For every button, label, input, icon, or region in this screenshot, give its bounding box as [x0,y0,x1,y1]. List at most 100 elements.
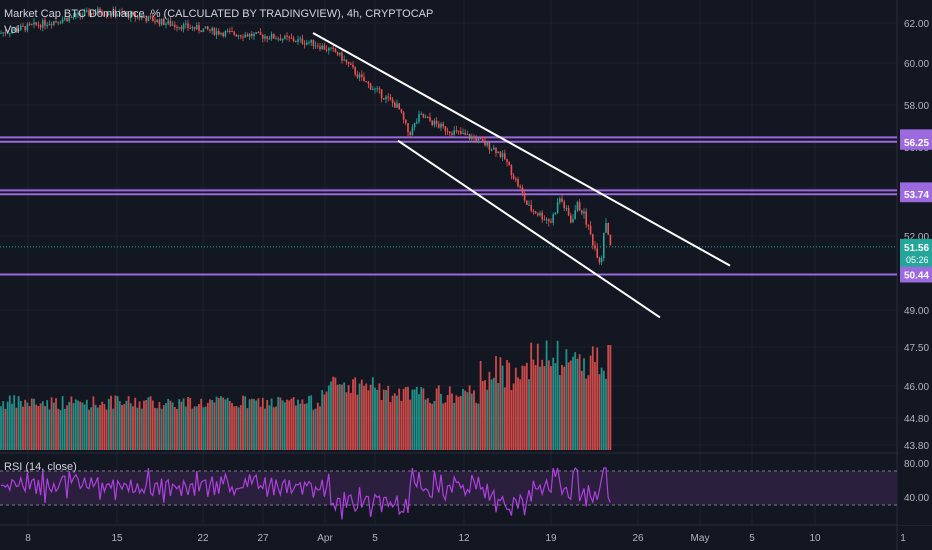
volume-bar [376,389,379,450]
volume-bar [169,400,172,450]
level-badge[interactable] [900,133,932,150]
volume-bar [200,398,203,450]
candle-body [273,33,275,39]
volume-bar [182,398,185,450]
volume-bar [94,404,97,450]
volume-bar [68,401,71,450]
volume-bar [136,407,139,450]
volume-bar [365,383,368,450]
volume-bar [189,398,192,450]
volume-bar [587,375,590,450]
candle-body [515,178,517,180]
volume-bar [380,400,383,450]
candle-body [532,210,535,212]
candle-body [449,131,451,134]
rsi-line [0,466,611,520]
candle-body [343,59,345,61]
candle-body [517,178,519,187]
volume-bar [217,398,220,450]
volume-bar [530,342,533,450]
level-badge[interactable] [900,266,932,283]
volume-bar [123,404,126,450]
candle-body [299,38,301,40]
volume-bar [602,370,605,450]
volume-bar [266,399,269,450]
candle-body [460,131,462,134]
volume-bar [374,387,376,450]
volume-bar [292,397,295,450]
price-tick-label: 43.80 [904,441,929,452]
volume-bar [345,392,348,450]
volume-bar [453,402,456,450]
candle-body [457,130,460,132]
current-price-label: 51.56 [904,243,929,254]
candle-body [290,37,293,39]
volume-bar [561,364,563,450]
current-price-badge[interactable] [900,238,932,267]
price-axis[interactable]: 62.0060.0058.0056.0054.0052.0049.0047.50… [898,0,932,525]
candle-body [4,32,7,34]
candle-body [88,10,90,16]
level-badge-label: 56.25 [904,138,929,149]
candle-body [17,29,20,32]
volume-bar [521,365,524,450]
candle-body [592,234,594,246]
volume-bar [442,403,445,450]
volume-bar [88,409,90,450]
volume-bar [583,358,585,450]
volume-bar [99,405,101,450]
volume-bar [79,401,82,450]
volume-bar [404,387,407,450]
volume-bar [92,396,95,450]
volume-bar [398,388,401,450]
time-axis[interactable]: 8 15 22 27 Apr 5 12 19 26 May 5 10 1 [25,533,906,544]
volume-bar [319,406,321,450]
upper-trend-line[interactable] [312,32,731,267]
volume-bar [431,403,434,450]
lower-trend-line[interactable] [397,139,661,319]
candle-body [132,12,134,14]
volume-bar [154,407,156,450]
trend-channel[interactable] [312,32,731,319]
candle-body [416,121,418,124]
volume-bar [316,402,319,450]
volume-bar [90,407,93,450]
candle-body [112,9,114,15]
volume-bar [539,366,541,450]
candle-body [233,31,235,35]
candle-body [11,30,13,34]
candle-body [380,89,383,99]
candle-body [339,52,341,55]
candle-body [268,38,271,40]
candle-body [97,8,99,13]
candle-body [563,201,565,209]
candle-body [191,27,194,29]
volume-bar [420,387,423,450]
volume-bar [37,405,40,450]
candle-body [482,139,484,142]
volume-bar [275,406,277,450]
candle-body [13,28,15,31]
candle-body [486,142,488,146]
volume-bar [244,396,247,450]
candle-body [75,13,77,17]
candle-body [391,99,394,103]
level-badge[interactable] [900,186,932,203]
candle-body [385,96,387,100]
volume-bar [211,400,214,450]
volume-bar [39,403,42,450]
candle-body [163,18,165,25]
volume-bar [402,388,405,450]
rsi-polyline [0,466,611,520]
candle-body [251,33,253,37]
candle-body [367,81,370,84]
volume-bar [596,347,599,450]
horizontal-levels[interactable] [0,136,897,276]
candle-body [402,112,405,120]
volume-bar [290,398,293,450]
volume-bar [308,395,310,450]
volume-bar [464,390,467,450]
candle-body [427,117,429,119]
candle-body [99,8,101,13]
